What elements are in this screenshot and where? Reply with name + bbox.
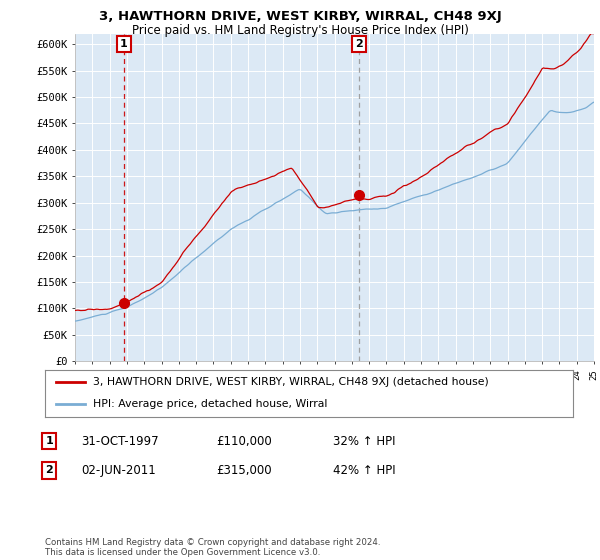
- Text: 02-JUN-2011: 02-JUN-2011: [81, 464, 156, 477]
- Text: £315,000: £315,000: [216, 464, 272, 477]
- Text: 42% ↑ HPI: 42% ↑ HPI: [333, 464, 395, 477]
- Text: 1: 1: [46, 436, 53, 446]
- Text: 2: 2: [46, 465, 53, 475]
- Text: 32% ↑ HPI: 32% ↑ HPI: [333, 435, 395, 448]
- Text: 1: 1: [120, 39, 128, 49]
- Text: Contains HM Land Registry data © Crown copyright and database right 2024.
This d: Contains HM Land Registry data © Crown c…: [45, 538, 380, 557]
- Text: Price paid vs. HM Land Registry's House Price Index (HPI): Price paid vs. HM Land Registry's House …: [131, 24, 469, 36]
- Text: 3, HAWTHORN DRIVE, WEST KIRBY, WIRRAL, CH48 9XJ (detached house): 3, HAWTHORN DRIVE, WEST KIRBY, WIRRAL, C…: [92, 377, 488, 388]
- Text: 2: 2: [355, 39, 363, 49]
- Text: HPI: Average price, detached house, Wirral: HPI: Average price, detached house, Wirr…: [92, 399, 327, 409]
- Text: 3, HAWTHORN DRIVE, WEST KIRBY, WIRRAL, CH48 9XJ: 3, HAWTHORN DRIVE, WEST KIRBY, WIRRAL, C…: [98, 10, 502, 22]
- Text: 31-OCT-1997: 31-OCT-1997: [81, 435, 158, 448]
- Text: £110,000: £110,000: [216, 435, 272, 448]
